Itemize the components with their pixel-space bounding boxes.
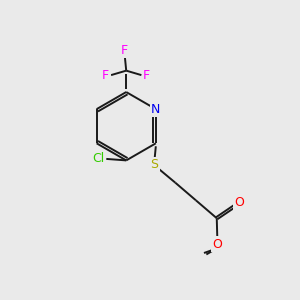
Text: Cl: Cl bbox=[92, 152, 105, 165]
Text: F: F bbox=[102, 69, 109, 82]
Text: N: N bbox=[151, 103, 160, 116]
Text: F: F bbox=[121, 44, 128, 57]
Text: O: O bbox=[212, 238, 222, 251]
Text: F: F bbox=[143, 69, 150, 82]
Text: O: O bbox=[234, 196, 244, 209]
Text: S: S bbox=[150, 158, 158, 171]
